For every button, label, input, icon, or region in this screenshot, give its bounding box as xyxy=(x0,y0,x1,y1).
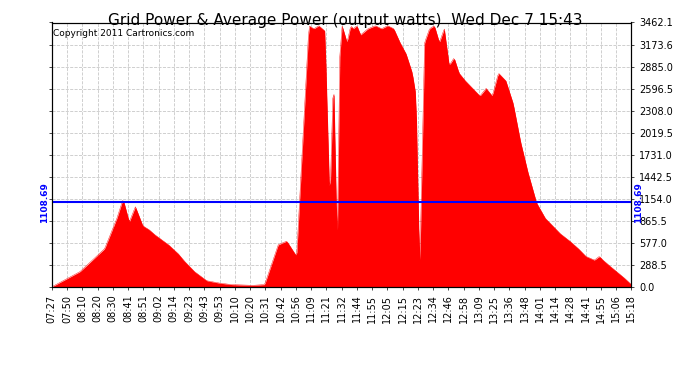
Text: Copyright 2011 Cartronics.com: Copyright 2011 Cartronics.com xyxy=(53,29,194,38)
Text: 1108.69: 1108.69 xyxy=(40,182,49,223)
Text: Grid Power & Average Power (output watts)  Wed Dec 7 15:43: Grid Power & Average Power (output watts… xyxy=(108,13,582,28)
Text: 1108.69: 1108.69 xyxy=(634,182,643,223)
